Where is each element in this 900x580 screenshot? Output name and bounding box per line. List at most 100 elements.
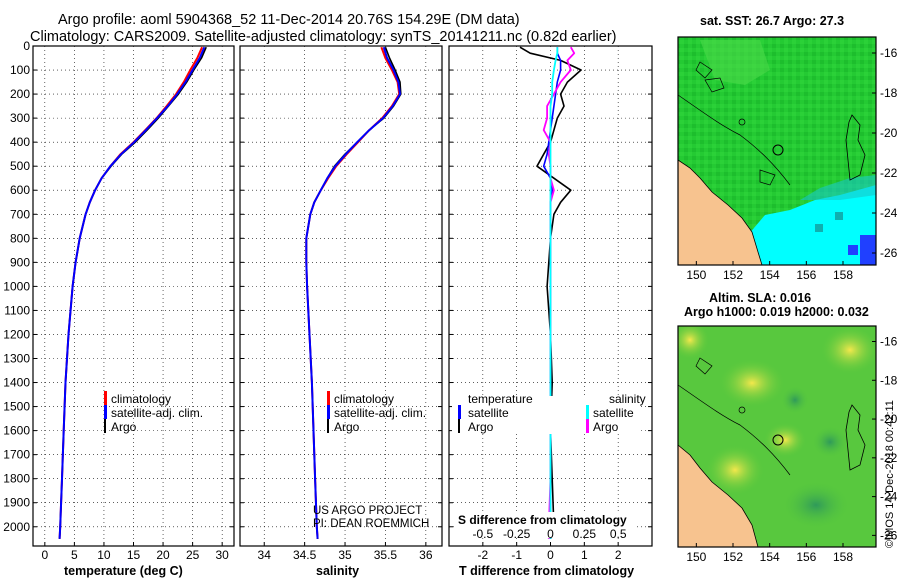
depth-tick-label: 200 (10, 87, 30, 101)
legend-label-t-argo: Argo (468, 420, 494, 434)
diff-t-argo-line (519, 46, 582, 540)
legend-label-climatology: climatology (111, 392, 171, 406)
legend-swatch-argo (327, 419, 329, 433)
x-tick-label: 34 (258, 548, 272, 562)
map-lat-label: -16 (880, 46, 898, 60)
map-lat-label: -18 (880, 86, 898, 100)
x-tick-label: 15 (127, 548, 141, 562)
depth-tick-label: 2000 (3, 520, 30, 534)
depth-tick-label: 900 (10, 255, 30, 269)
sal-satellite-line (305, 46, 401, 539)
map-lat-label: -20 (880, 126, 898, 140)
legend-label-satellite: satellite-adj. clim. (111, 406, 203, 420)
timestamp: ©IMOS 14-Dec-2018 00:42:11 (884, 400, 896, 548)
map-lon-label: 156 (796, 268, 816, 282)
temperature-axis-title: temperature (deg C) (64, 564, 183, 578)
x-tick-label: 34.5 (293, 548, 317, 562)
map-lat-label: -22 (880, 451, 898, 465)
depth-tick-label: 800 (10, 231, 30, 245)
map-lat-label: -24 (880, 490, 898, 504)
x-tick-label: -1 (511, 548, 522, 562)
depth-tick-label: 600 (10, 183, 30, 197)
map-lat-label: -22 (880, 166, 898, 180)
depth-tick-label: 1500 (3, 400, 30, 414)
depth-axis: 0 100 200 300 400 500 600 700 800 900 1000 1100 1200… (3, 39, 30, 534)
depth-tick-label: 1400 (3, 376, 30, 390)
map-lon-label: 158 (833, 268, 853, 282)
temperature-legend: climatology satellite-adj. clim. Argo (104, 391, 203, 434)
legend-label-satellite: satellite-adj. clim. (334, 406, 426, 420)
sla-map-subtitle: Argo h1000: 0.019 h2000: 0.032 (684, 305, 869, 319)
map-lat-label: -16 (880, 335, 898, 349)
depth-tick-label: 500 (10, 159, 30, 173)
pi-credit: PI: DEAN ROEMMICH (313, 518, 429, 530)
project-credit: US ARGO PROJECT (313, 505, 422, 517)
sst-map: sat. SST: 26.7 Argo: 27.3 150 152 15 (677, 14, 898, 282)
s-difference-label: S difference from climatology (458, 513, 627, 527)
x-axis-ticks: 0 5 10 15 20 25 30 34 34.5 35 35.5 36 -2 -1 0 1 2 (41, 548, 621, 562)
legend-label-s-argo: Argo (593, 420, 619, 434)
land-mass (678, 444, 759, 547)
x-tick-label: 1 (581, 548, 588, 562)
difference-legend: temperature salinity satellite Argo sate… (452, 392, 646, 434)
s-diff-tick-label: -0.5 (472, 527, 493, 541)
salinity-axis-title: salinity (316, 564, 359, 578)
depth-tick-label: 1200 (3, 327, 30, 341)
legend-swatch-s-satellite (586, 405, 589, 419)
s-diff-tick-label: 0.25 (573, 527, 597, 541)
map-lat-label: -18 (880, 373, 898, 387)
depth-tick-label: 1300 (3, 352, 30, 366)
map-lon-label: 158 (833, 550, 853, 564)
legend-swatch-satellite (327, 405, 330, 419)
x-tick-label: 10 (97, 548, 111, 562)
sst-map-title: sat. SST: 26.7 Argo: 27.3 (700, 14, 844, 28)
map-lon-label: 154 (760, 550, 780, 564)
x-tick-label: -2 (477, 548, 488, 562)
depth-tick-label: 1800 (3, 472, 30, 486)
map-lon-label: 150 (686, 550, 706, 564)
figure-title: Argo profile: aoml 5904368_52 11-Dec-201… (58, 12, 520, 28)
legend-swatch-s-argo (586, 419, 589, 433)
map-lon-label: 152 (723, 268, 743, 282)
x-tick-label: 0 (41, 548, 48, 562)
s-diff-tick-label: 0.5 (610, 527, 627, 541)
map-lon-label: 152 (723, 550, 743, 564)
x-tick-label: 20 (156, 548, 170, 562)
grid (33, 45, 652, 546)
map-lon-label: 156 (796, 550, 816, 564)
depth-tick-label: 1600 (3, 424, 30, 438)
depth-tick-label: 0 (23, 39, 30, 53)
legend-label-argo: Argo (334, 420, 360, 434)
t-difference-axis-title: T difference from climatology (459, 564, 634, 578)
legend-swatch-satellite (104, 405, 107, 419)
x-tick-label: 5 (71, 548, 78, 562)
salinity-panel (239, 45, 443, 547)
x-tick-label: 30 (215, 548, 229, 562)
diff-s-satellite-line (549, 47, 559, 539)
s-difference-ticks: -0.5 -0.25 0 0.25 0.5 (472, 527, 626, 541)
depth-tick-label: 1900 (3, 496, 30, 510)
sla-map: Altim. SLA: 0.016 Argo h1000: 0.019 h200… (677, 291, 898, 564)
depth-tick-label: 1000 (3, 279, 30, 293)
legend-swatch-climatology (327, 391, 330, 405)
land-mass (678, 159, 763, 265)
x-tick-label: 0 (547, 548, 554, 562)
axis-ticks (33, 45, 652, 546)
x-tick-label: 35 (338, 548, 352, 562)
depth-tick-label: 700 (10, 207, 30, 221)
map-lon-label: 154 (760, 268, 780, 282)
depth-tick-label: 400 (10, 135, 30, 149)
x-tick-label: 25 (186, 548, 200, 562)
s-diff-tick-label: 0 (547, 527, 554, 541)
map-lon-label: 150 (686, 268, 706, 282)
map-lat-label: -24 (880, 206, 898, 220)
legend-title-temperature: temperature (468, 392, 533, 406)
x-tick-label: 2 (615, 548, 622, 562)
x-tick-label: 36 (419, 548, 433, 562)
legend-swatch-climatology (104, 391, 107, 405)
map-lat-label: -26 (880, 528, 898, 542)
depth-tick-label: 1100 (4, 303, 30, 317)
depth-tick-label: 1700 (3, 448, 30, 462)
temp-satellite-line (58, 46, 206, 539)
